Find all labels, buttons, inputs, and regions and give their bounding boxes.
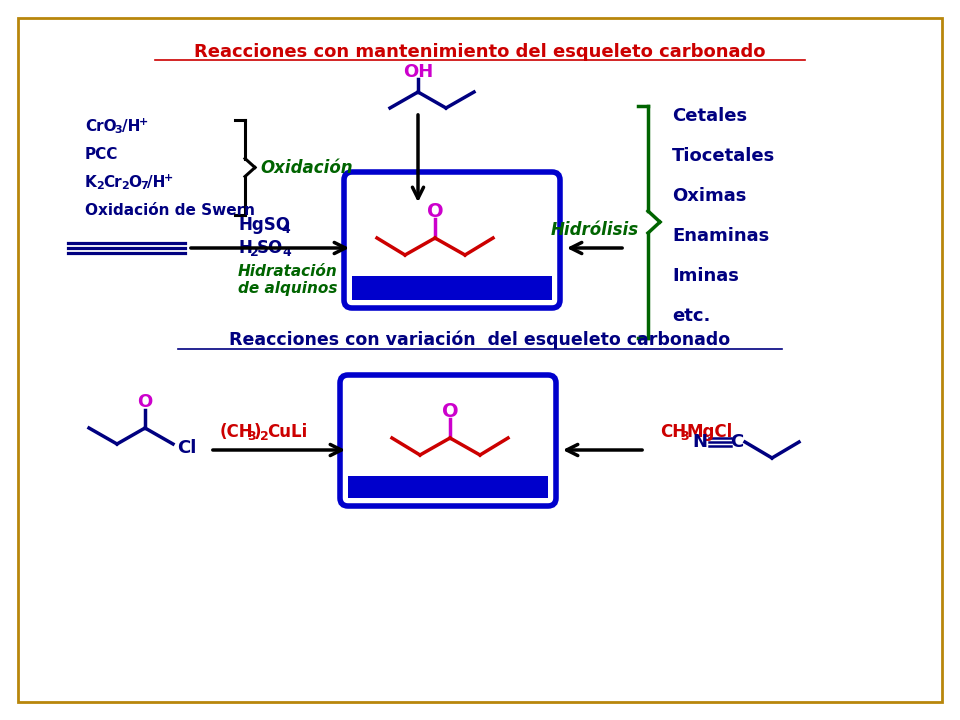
- Text: H: H: [238, 239, 252, 257]
- Bar: [352, 276, 552, 300]
- Text: OH: OH: [403, 63, 433, 81]
- Text: O: O: [426, 202, 444, 220]
- Text: Oxidación de Swern: Oxidación de Swern: [85, 202, 255, 217]
- Text: Hidrólisis: Hidrólisis: [551, 221, 639, 239]
- Text: 2: 2: [96, 181, 104, 191]
- Text: O: O: [442, 402, 458, 420]
- FancyBboxPatch shape: [340, 375, 556, 506]
- Text: /H: /H: [147, 174, 165, 189]
- Text: Cr: Cr: [103, 174, 122, 189]
- Text: 3: 3: [247, 430, 255, 443]
- Text: 7: 7: [140, 181, 148, 191]
- Text: C: C: [731, 433, 744, 451]
- Text: N: N: [692, 433, 708, 451]
- Text: Tiocetales: Tiocetales: [672, 147, 776, 165]
- FancyBboxPatch shape: [344, 172, 560, 308]
- Text: 2: 2: [121, 181, 129, 191]
- Text: O: O: [137, 393, 153, 411]
- Text: Cetales: Cetales: [672, 107, 747, 125]
- Text: 2: 2: [260, 430, 269, 443]
- Text: (CH: (CH: [220, 423, 253, 441]
- Bar: [348, 476, 548, 498]
- Text: MgCl: MgCl: [687, 423, 733, 441]
- Text: +: +: [139, 117, 148, 127]
- Text: 4: 4: [281, 222, 290, 235]
- Text: Iminas: Iminas: [672, 267, 739, 285]
- Text: CrO: CrO: [85, 119, 116, 133]
- Text: 3: 3: [680, 430, 688, 443]
- Text: 3: 3: [114, 125, 122, 135]
- Text: /H: /H: [122, 119, 140, 133]
- Text: CH: CH: [660, 423, 686, 441]
- Text: Reacciones con mantenimiento del esqueleto carbonado: Reacciones con mantenimiento del esquele…: [194, 43, 766, 61]
- Text: Enaminas: Enaminas: [672, 227, 769, 245]
- Text: etc.: etc.: [672, 307, 710, 325]
- Text: Reacciones con variación  del esqueleto carbonado: Reacciones con variación del esqueleto c…: [229, 330, 731, 349]
- Text: Cl: Cl: [177, 439, 197, 457]
- Text: O: O: [128, 174, 141, 189]
- Text: 2: 2: [250, 246, 259, 258]
- Text: SO: SO: [257, 239, 283, 257]
- Text: Oxidación: Oxidación: [260, 158, 352, 176]
- Text: 4: 4: [282, 246, 291, 258]
- Text: K: K: [85, 174, 97, 189]
- Text: de alquinos: de alquinos: [238, 281, 338, 295]
- Text: Oximas: Oximas: [672, 187, 746, 205]
- Text: CuLi: CuLi: [267, 423, 307, 441]
- Text: HgSO: HgSO: [238, 216, 290, 234]
- Text: +: +: [164, 173, 173, 183]
- Text: ): ): [254, 423, 261, 441]
- Text: Hidratación: Hidratación: [238, 264, 338, 279]
- Text: PCC: PCC: [85, 146, 118, 161]
